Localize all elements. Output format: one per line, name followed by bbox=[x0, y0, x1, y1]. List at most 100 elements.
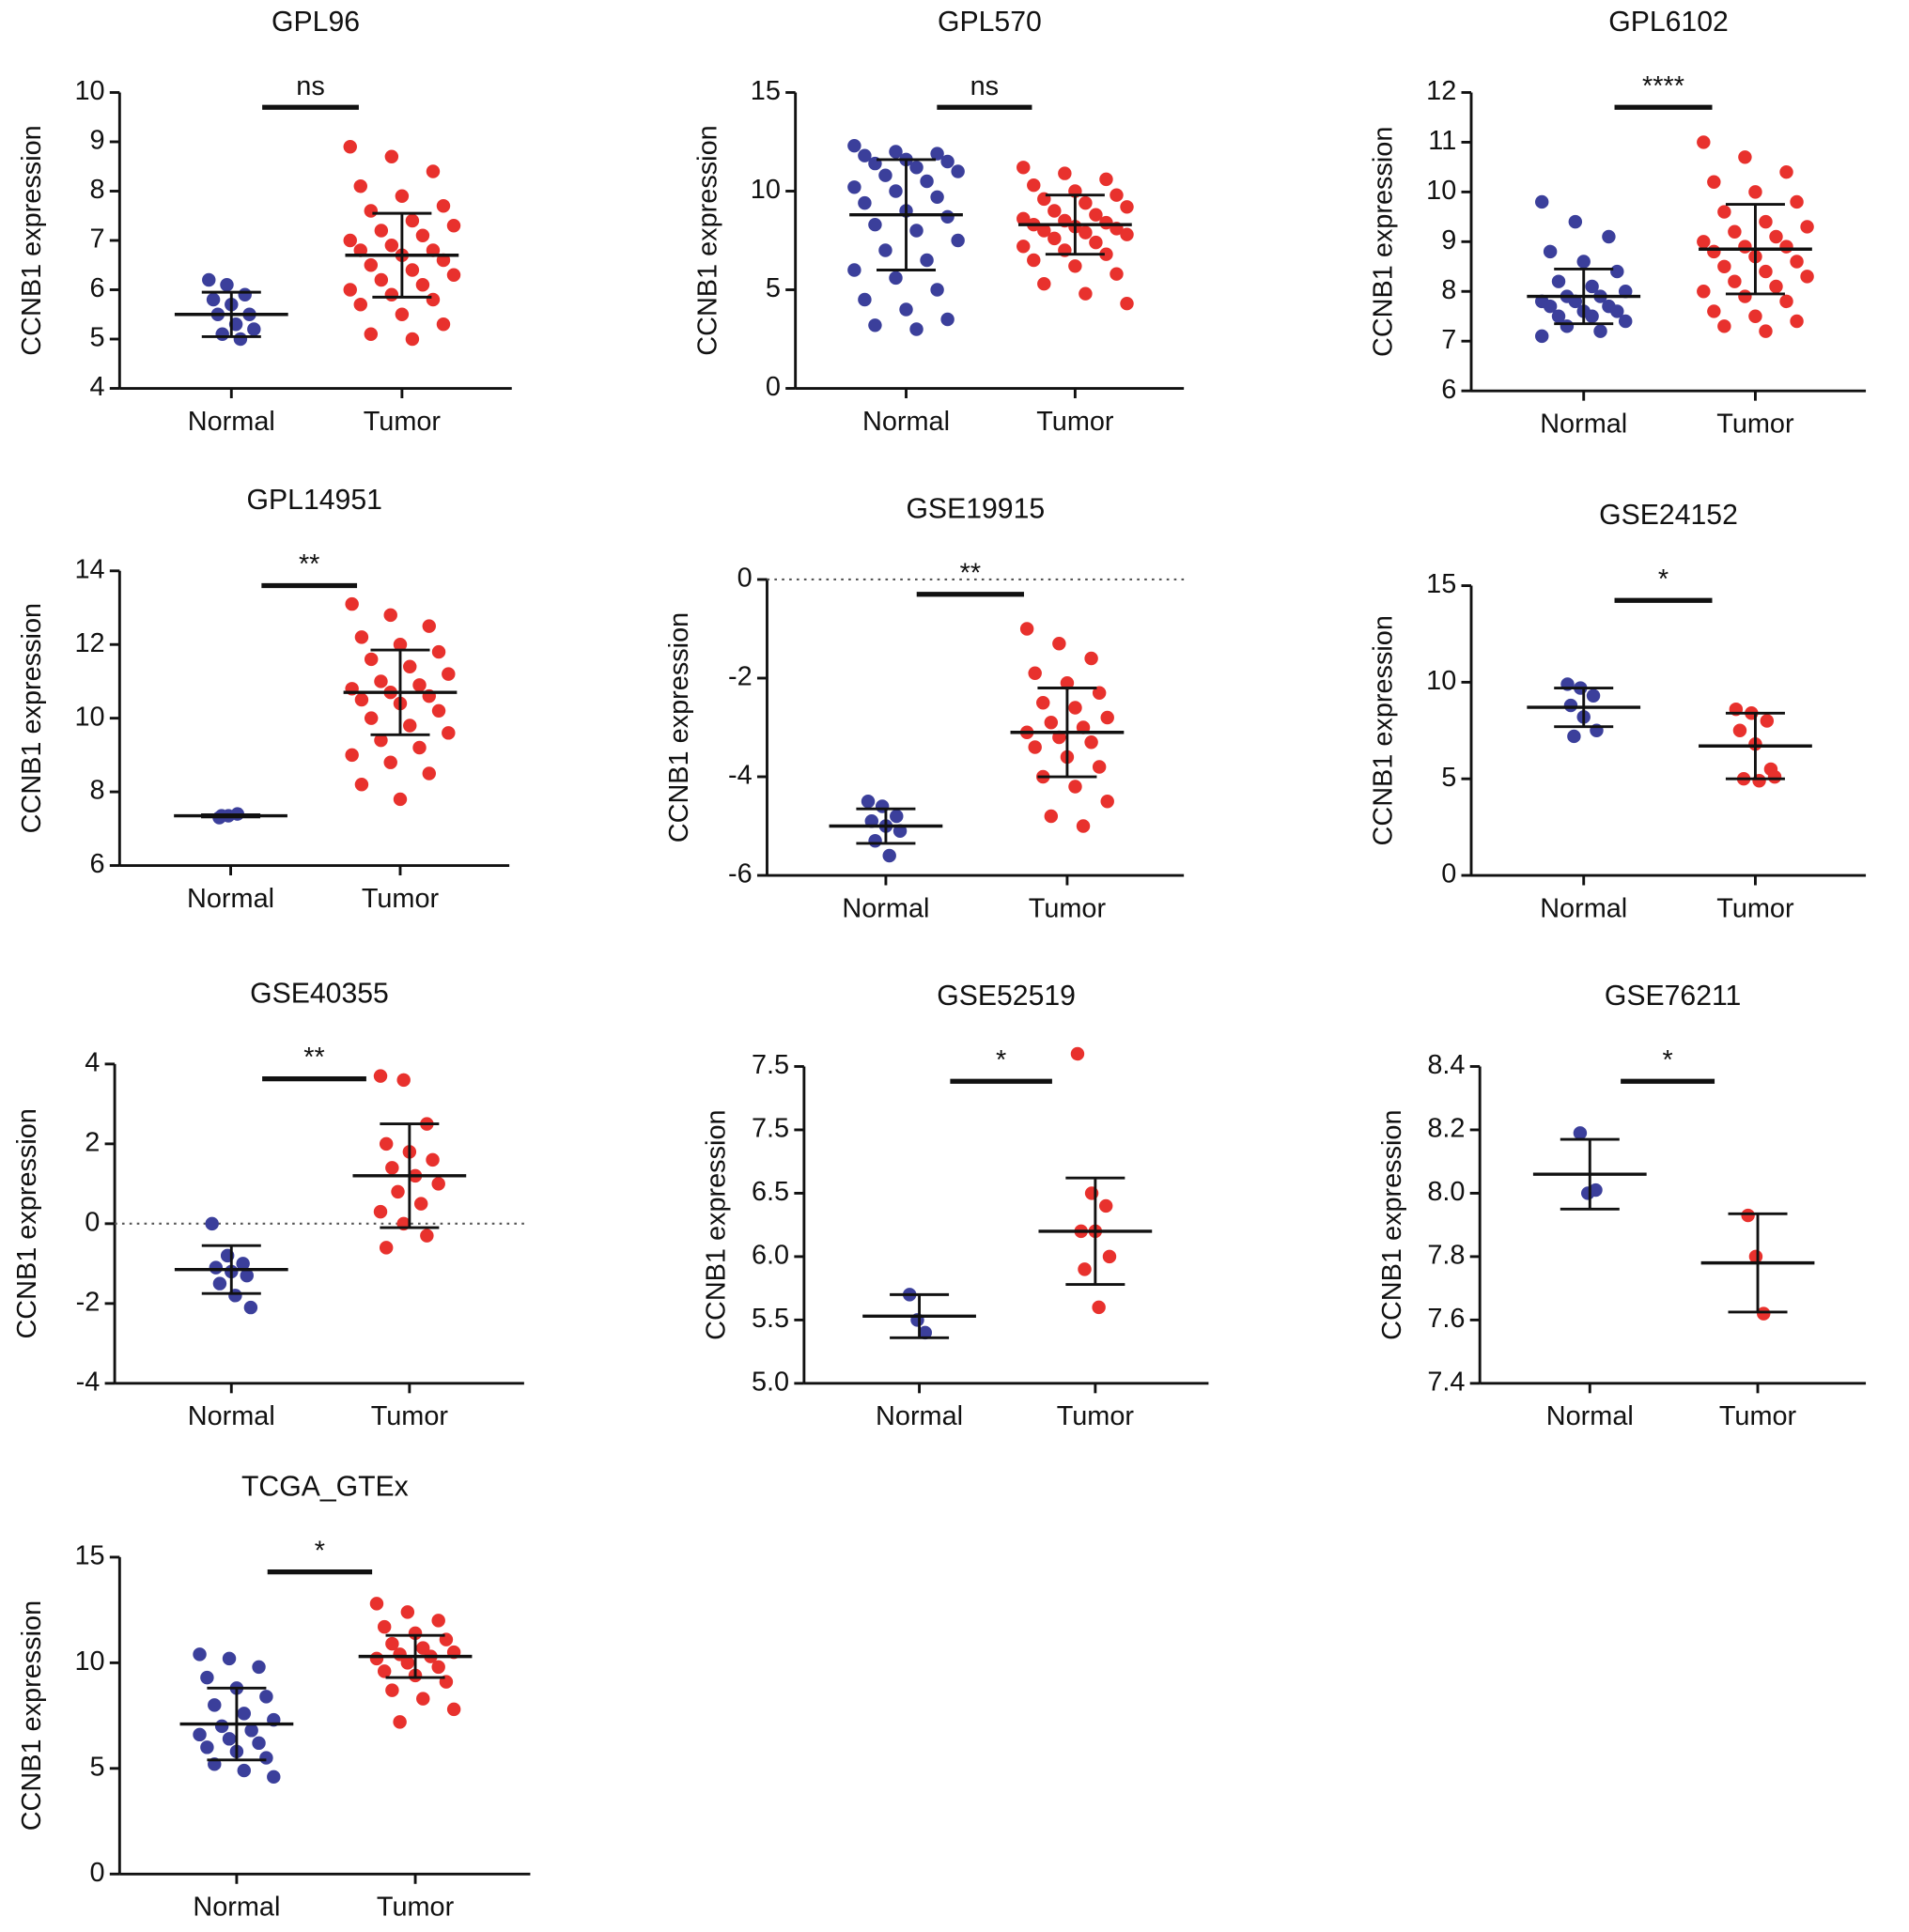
dot bbox=[220, 278, 234, 292]
dot bbox=[405, 263, 420, 277]
dot bbox=[1110, 188, 1124, 202]
dot bbox=[1092, 1300, 1106, 1315]
dot bbox=[1543, 244, 1558, 259]
dot bbox=[1543, 299, 1558, 314]
dot bbox=[343, 283, 357, 297]
dot bbox=[1037, 224, 1051, 238]
dot bbox=[1076, 819, 1091, 833]
dot bbox=[1563, 698, 1578, 713]
dot bbox=[446, 219, 461, 233]
panel-title: GPL570 bbox=[938, 7, 1042, 38]
dot bbox=[1060, 676, 1075, 690]
y-tick-label: 7.8 bbox=[1427, 1241, 1465, 1271]
panel: GPL14951 CCNB1 expression 6 8 10 12 14 Normal Tu… bbox=[17, 485, 510, 914]
dot bbox=[1741, 1208, 1755, 1223]
dot bbox=[868, 217, 882, 232]
significance-label: **** bbox=[1642, 71, 1684, 101]
dot bbox=[431, 703, 446, 719]
dot bbox=[393, 792, 408, 807]
dot bbox=[384, 239, 399, 253]
dot bbox=[1052, 637, 1066, 651]
y-tick-label: 7.6 bbox=[1427, 1304, 1465, 1334]
dot bbox=[205, 1216, 219, 1231]
dot bbox=[868, 318, 882, 332]
dot bbox=[436, 317, 451, 332]
dot bbox=[1089, 208, 1103, 222]
dot bbox=[1098, 1198, 1113, 1213]
dot bbox=[400, 1656, 415, 1670]
dot bbox=[868, 834, 882, 848]
dot bbox=[446, 1702, 461, 1717]
dot bbox=[405, 213, 420, 228]
panel-title: GPL96 bbox=[272, 7, 360, 38]
dot bbox=[1602, 229, 1616, 244]
significance-label: * bbox=[996, 1045, 1006, 1075]
dot bbox=[1610, 264, 1624, 279]
dot bbox=[1717, 205, 1731, 219]
dot bbox=[396, 1073, 411, 1088]
dot bbox=[373, 1069, 388, 1083]
dot bbox=[930, 190, 944, 205]
dot bbox=[1070, 1046, 1085, 1061]
y-tick-label: 6.0 bbox=[752, 1241, 789, 1271]
significance-label: * bbox=[1658, 564, 1668, 595]
x-tick-label: Tumor bbox=[377, 1893, 455, 1923]
y-tick-label: 5.5 bbox=[752, 1304, 789, 1334]
dot bbox=[395, 307, 410, 321]
dot bbox=[1567, 729, 1581, 744]
y-tick-label: 8 bbox=[1441, 275, 1456, 305]
dot bbox=[415, 228, 430, 242]
dot bbox=[1099, 247, 1113, 261]
dot bbox=[377, 1619, 392, 1634]
dot bbox=[364, 258, 379, 272]
dot bbox=[1717, 259, 1731, 274]
dot bbox=[426, 1152, 440, 1167]
dot bbox=[395, 189, 410, 203]
dot bbox=[259, 1751, 273, 1765]
dot bbox=[237, 1707, 252, 1721]
dot bbox=[1800, 220, 1814, 234]
dot bbox=[1028, 740, 1042, 754]
dot bbox=[1757, 1306, 1771, 1321]
dot bbox=[200, 1740, 214, 1754]
y-tick-label: 10 bbox=[1426, 666, 1456, 696]
y-tick-label: -2 bbox=[76, 1287, 101, 1317]
y-axis-label: CCNB1 expression bbox=[17, 603, 47, 833]
panel-title: GPL14951 bbox=[247, 485, 382, 516]
dot bbox=[1027, 253, 1041, 268]
dot bbox=[422, 619, 436, 633]
dot bbox=[1551, 274, 1566, 288]
panel-title: GPL6102 bbox=[1608, 7, 1729, 38]
dot bbox=[393, 638, 408, 652]
y-tick-label: 0 bbox=[766, 372, 781, 402]
dot bbox=[878, 168, 892, 182]
y-tick-label: 6 bbox=[90, 849, 105, 879]
dot bbox=[847, 180, 861, 194]
dot bbox=[364, 204, 379, 218]
panel-title: GSE76211 bbox=[1605, 981, 1741, 1012]
dot bbox=[238, 287, 252, 301]
dot bbox=[1102, 1249, 1117, 1264]
dot bbox=[364, 327, 379, 341]
dot bbox=[353, 179, 367, 193]
x-tick-label: Normal bbox=[862, 407, 950, 437]
dot bbox=[383, 755, 397, 769]
dot bbox=[206, 292, 221, 307]
dot bbox=[436, 199, 451, 213]
dot bbox=[252, 1736, 266, 1751]
dot bbox=[237, 1763, 252, 1778]
dot bbox=[1576, 255, 1591, 269]
dot bbox=[1551, 309, 1566, 323]
panel: GSE76211 CCNB1 expression 7.4 7.6 7.8 8.0 8.2 8… bbox=[1377, 981, 1867, 1431]
dot bbox=[369, 1597, 384, 1611]
dot bbox=[1036, 696, 1050, 710]
significance-label: ** bbox=[299, 549, 319, 580]
dot bbox=[354, 630, 369, 644]
dot bbox=[890, 809, 904, 824]
dot bbox=[1769, 229, 1783, 244]
dot bbox=[193, 1647, 207, 1662]
y-tick-label: 5 bbox=[90, 1752, 105, 1782]
dot bbox=[202, 272, 216, 287]
dot bbox=[243, 1300, 258, 1315]
dot bbox=[889, 184, 903, 198]
